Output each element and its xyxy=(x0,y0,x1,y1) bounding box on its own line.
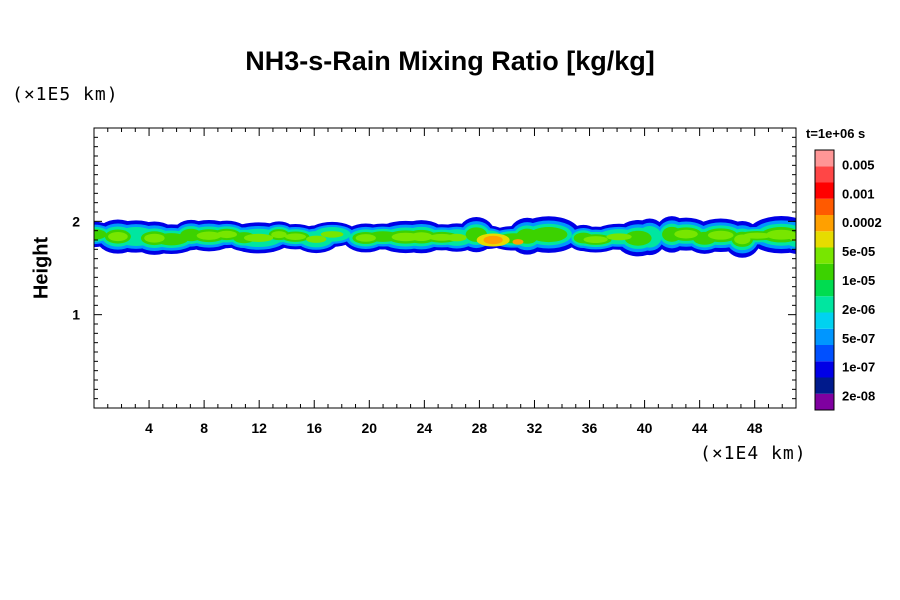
field-contour xyxy=(606,233,632,241)
y-tick-label: 1 xyxy=(72,307,80,323)
x-tick-label: 44 xyxy=(692,420,708,436)
colorbar: 2e-08 1e-07 5e-07 2e-06 1e-05 5e-05 0.0002 0.00… xyxy=(814,149,882,411)
colorbar-label: 5e-07 xyxy=(842,331,875,346)
field-contour xyxy=(766,229,796,240)
colorbar-segment xyxy=(815,393,834,410)
field-contour xyxy=(529,227,568,243)
colorbar-segment xyxy=(815,361,834,378)
colorbar-label: 2e-06 xyxy=(842,302,875,317)
field-contour xyxy=(788,232,796,242)
field-contour xyxy=(624,230,652,246)
field-contour xyxy=(742,232,772,239)
colorbar-label: 1e-07 xyxy=(842,360,875,375)
x-tick-label: 32 xyxy=(527,420,543,436)
field-peak xyxy=(512,239,524,245)
field-contour xyxy=(355,234,376,242)
field-contour xyxy=(284,233,307,241)
x-tick-label: 40 xyxy=(637,420,653,436)
field-contour xyxy=(583,236,608,243)
colorbar-segment xyxy=(815,328,834,345)
field-contour xyxy=(707,230,734,240)
field-contour xyxy=(271,231,287,239)
field-contour xyxy=(243,233,274,242)
colorbar-segment xyxy=(815,215,834,232)
field-contour xyxy=(306,235,327,243)
field-contour xyxy=(94,229,107,240)
y-tick-label: 2 xyxy=(72,213,80,229)
colorbar-segment xyxy=(815,182,834,199)
colorbar-segment xyxy=(815,296,834,313)
colorbar-label: 2e-08 xyxy=(842,389,875,404)
x-tick-label: 12 xyxy=(251,420,267,436)
x-tick-label: 4 xyxy=(145,420,153,436)
colorbar-segment xyxy=(815,263,834,280)
x-tick-label: 8 xyxy=(200,420,208,436)
colorbar-segment xyxy=(815,198,834,215)
colorbar-segment xyxy=(815,280,834,297)
field-contour xyxy=(320,231,344,238)
colorbar-segment xyxy=(815,312,834,329)
x-tick-label: 16 xyxy=(306,420,322,436)
mixing-ratio-field xyxy=(94,216,796,258)
colorbar-label: 0.005 xyxy=(842,157,875,172)
field-contour xyxy=(674,229,698,239)
x-axis: 4 8 12 16 20 24 28 32 36 40 44 48 xyxy=(107,128,783,436)
field-contour xyxy=(216,230,237,239)
colorbar-label: 0.0002 xyxy=(842,215,882,230)
plot-frame xyxy=(93,127,797,409)
chart-title: NH3-s-Rain Mixing Ratio [kg/kg] xyxy=(245,46,655,76)
x-tick-label: 36 xyxy=(582,420,598,436)
x-axis-unit: (×1E4 km) xyxy=(700,443,807,464)
field-contour xyxy=(144,233,165,243)
y-axis: 12 xyxy=(72,136,796,400)
field-peak xyxy=(483,235,503,245)
field-contour xyxy=(446,233,467,242)
colorbar-frame xyxy=(814,149,835,411)
colorbar-label: 1e-05 xyxy=(842,273,875,288)
x-tick-label: 24 xyxy=(417,420,433,436)
field-contour xyxy=(410,232,433,242)
colorbar-segment xyxy=(815,166,834,183)
field-contour xyxy=(196,231,222,240)
x-tick-label: 48 xyxy=(747,420,763,436)
colorbar-label: 0.001 xyxy=(842,186,875,201)
y-axis-unit: (×1E5 km) xyxy=(12,84,119,105)
x-tick-label: 20 xyxy=(362,420,378,436)
time-label: t=1e+06 s xyxy=(806,126,866,141)
colorbar-label: 5e-05 xyxy=(842,244,875,259)
colorbar-segment xyxy=(815,377,834,394)
colorbar-segment xyxy=(815,231,834,248)
colorbar-segment xyxy=(815,345,834,362)
colorbar-segment xyxy=(815,150,834,167)
field-contour xyxy=(108,232,128,242)
x-tick-label: 28 xyxy=(472,420,488,436)
colorbar-segment xyxy=(815,247,834,264)
